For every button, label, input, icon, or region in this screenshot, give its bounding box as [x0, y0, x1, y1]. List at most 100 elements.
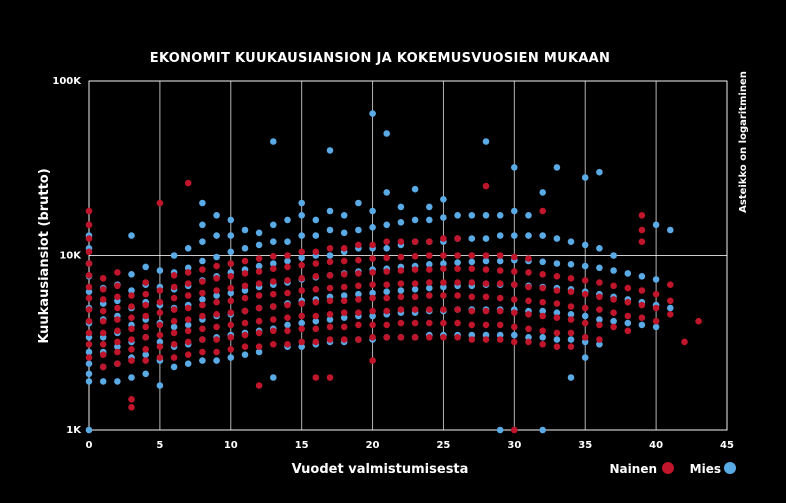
point-mies [440, 260, 447, 267]
point-nainen [426, 252, 433, 259]
point-mies [411, 216, 419, 224]
point-nainen [369, 321, 376, 329]
point-nainen [454, 306, 461, 313]
point-mies [85, 370, 93, 378]
point-nainen [227, 284, 235, 292]
point-mies [255, 262, 263, 270]
point-nainen [355, 336, 362, 343]
point-mies [326, 207, 334, 215]
y-tick-label: 10K [59, 251, 82, 262]
point-nainen [156, 354, 164, 361]
point-mies [170, 363, 178, 371]
point-nainen [298, 312, 306, 320]
point-nainen [298, 261, 306, 269]
point-mies [298, 319, 306, 327]
point-nainen [369, 241, 376, 249]
point-nainen [397, 280, 405, 287]
point-nainen [624, 284, 632, 292]
point-nainen [610, 282, 617, 290]
point-mies [581, 354, 589, 361]
point-nainen [85, 260, 93, 267]
point-nainen [383, 268, 391, 275]
point-nainen [184, 338, 192, 346]
point-mies [525, 334, 532, 341]
point-nainen [496, 294, 504, 302]
point-nainen [440, 279, 447, 286]
point-nainen [99, 329, 107, 337]
point-mies [340, 314, 348, 322]
point-nainen [624, 327, 632, 335]
point-nainen [184, 269, 192, 276]
point-nainen [241, 257, 249, 265]
point-mies [298, 343, 306, 351]
point-nainen [227, 334, 235, 341]
point-mies [227, 216, 235, 224]
point-nainen [652, 317, 660, 325]
point-nainen [241, 270, 249, 277]
point-mies [539, 258, 546, 266]
legend-marker-mies [724, 462, 736, 474]
point-nainen [539, 341, 546, 348]
point-nainen [553, 287, 561, 294]
point-nainen [369, 307, 376, 315]
point-mies [85, 426, 93, 434]
point-mies [539, 334, 546, 341]
point-mies [355, 290, 362, 298]
point-mies [496, 232, 504, 239]
point-mies [369, 224, 376, 231]
point-nainen [525, 338, 532, 346]
point-nainen [326, 284, 334, 292]
point-nainen [482, 307, 490, 315]
point-nainen [496, 307, 504, 315]
point-nainen [355, 321, 362, 329]
point-nainen [326, 336, 334, 343]
point-nainen [440, 319, 447, 327]
point-nainen [340, 336, 348, 343]
point-mies [369, 312, 376, 320]
point-nainen [170, 341, 178, 348]
point-mies [340, 229, 348, 237]
point-nainen [426, 279, 433, 286]
point-mies [270, 238, 277, 245]
point-nainen [440, 306, 447, 313]
point-nainen [397, 306, 405, 313]
point-mies [184, 360, 192, 368]
point-nainen [468, 279, 476, 286]
point-nainen [539, 271, 546, 278]
point-nainen [199, 301, 206, 309]
point-nainen [482, 182, 490, 190]
point-nainen [326, 297, 334, 305]
point-nainen [525, 283, 532, 291]
point-nainen [369, 255, 376, 262]
point-mies [241, 245, 249, 252]
point-nainen [482, 293, 490, 301]
point-nainen [85, 221, 93, 229]
point-mies [369, 207, 376, 215]
point-nainen [355, 241, 362, 249]
point-mies [326, 316, 334, 323]
point-nainen [312, 286, 320, 293]
point-nainen [652, 304, 660, 312]
point-nainen [695, 317, 702, 325]
y-tick-label: 1K [66, 425, 82, 436]
point-nainen [85, 294, 93, 302]
point-nainen [397, 334, 405, 341]
point-nainen [340, 297, 348, 305]
chart-title: EKONOMIT KUUKAUSIANSION JA KOKEMUSVUOSIE… [150, 51, 610, 66]
point-mies [397, 203, 405, 211]
point-nainen [128, 292, 135, 299]
point-nainen [567, 316, 575, 323]
point-mies [255, 229, 263, 237]
point-nainen [581, 319, 589, 327]
point-mies [581, 262, 589, 270]
point-nainen [156, 309, 164, 317]
point-nainen [114, 360, 121, 368]
point-mies [525, 232, 532, 239]
point-nainen [213, 262, 220, 270]
point-nainen [553, 314, 561, 322]
point-nainen [553, 273, 561, 280]
point-nainen [511, 253, 518, 261]
point-nainen [241, 282, 249, 290]
point-mies [454, 259, 461, 266]
